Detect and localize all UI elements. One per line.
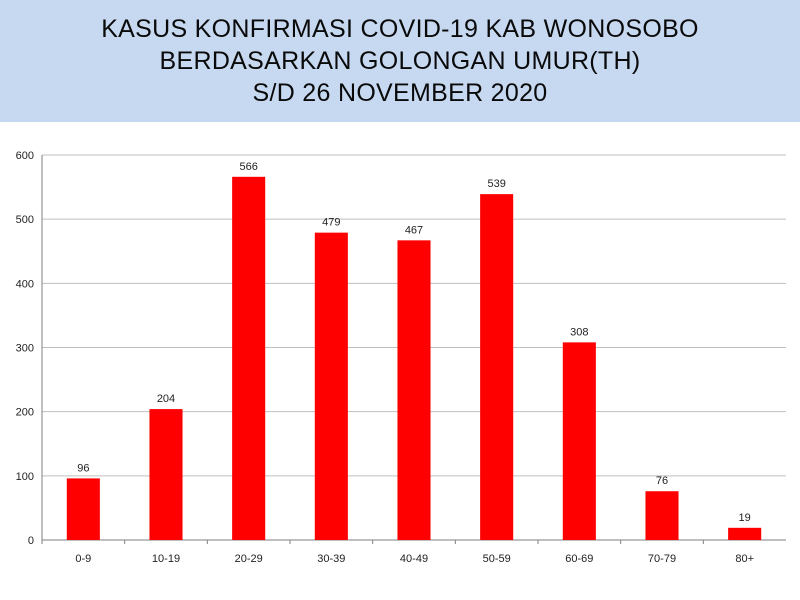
bar-80+	[728, 527, 762, 540]
chart-title-banner: KASUS KONFIRMASI COVID-19 KAB WONOSOBO B…	[0, 0, 800, 122]
data-label-50-59: 539	[487, 178, 505, 190]
x-tick-label-40-49: 40-49	[400, 553, 428, 565]
bar-10-19	[149, 409, 183, 540]
x-tick-label-0-9: 0-9	[75, 553, 91, 565]
y-tick-label-600: 600	[16, 150, 34, 162]
y-tick-label-300: 300	[16, 343, 34, 355]
data-label-20-29: 566	[239, 161, 257, 173]
bar-20-29	[232, 176, 266, 541]
y-tick-label-100: 100	[16, 471, 34, 483]
x-tick-label-70-79: 70-79	[648, 553, 676, 565]
y-tick-label-0: 0	[28, 535, 34, 547]
x-tick-label-80+: 80+	[735, 553, 754, 565]
y-tick-label-400: 400	[16, 278, 34, 290]
chart-title-line-2: BERDASARKAN GOLONGAN UMUR(TH)	[159, 47, 641, 75]
y-tick-label-200: 200	[16, 407, 34, 419]
chart-title-line-3: S/D 26 NOVEMBER 2020	[252, 79, 548, 107]
x-tick-label-60-69: 60-69	[565, 553, 593, 565]
x-tick-label-30-39: 30-39	[317, 553, 345, 565]
data-label-60-69: 308	[570, 326, 588, 338]
x-tick-label-20-29: 20-29	[235, 553, 263, 565]
y-tick-label-500: 500	[16, 214, 34, 226]
bar-60-69	[562, 342, 596, 540]
x-tick-label-50-59: 50-59	[483, 553, 511, 565]
data-label-0-9: 96	[77, 462, 89, 474]
bar-0-9	[66, 478, 100, 540]
bar-50-59	[480, 194, 514, 540]
data-label-70-79: 76	[656, 475, 668, 487]
bar-40-49	[397, 240, 431, 540]
bar-70-79	[645, 491, 679, 540]
bar-30-39	[314, 232, 348, 540]
data-label-80+: 19	[739, 512, 751, 524]
data-label-10-19: 204	[157, 393, 175, 405]
x-tick-label-10-19: 10-19	[152, 553, 180, 565]
data-label-30-39: 479	[322, 217, 340, 229]
chart-title-line-1: KASUS KONFIRMASI COVID-19 KAB WONOSOBO	[101, 15, 699, 43]
bar-chart: 0 100 200 300 400 500 600 96 0-9 204 10-19 566 20-29…	[16, 150, 786, 565]
data-label-40-49: 467	[405, 224, 423, 236]
